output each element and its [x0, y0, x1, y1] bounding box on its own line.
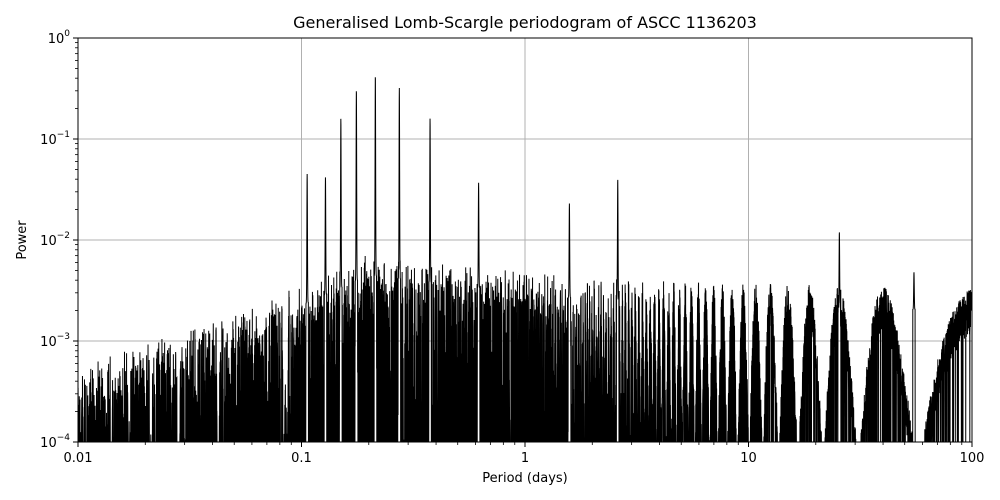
y-tick-label: 10−1 — [40, 130, 70, 148]
y-tick-base: 10 — [40, 133, 57, 148]
y-tick-exponent: −2 — [57, 231, 70, 241]
y-tick-label: 100 — [48, 29, 71, 47]
y-tick-label: 10−3 — [40, 332, 70, 350]
y-tick-base: 10 — [40, 234, 57, 249]
x-tick-label: 0.1 — [291, 451, 312, 466]
y-tick-exponent: −4 — [57, 433, 71, 443]
y-tick-base: 10 — [48, 32, 65, 47]
x-tick-labels: 0.01 0.1 1 10 100 — [64, 451, 985, 466]
y-tick-base: 10 — [40, 335, 57, 350]
chart-title: Generalised Lomb-Scargle periodogram of … — [293, 13, 757, 32]
y-tick-label: 10−4 — [40, 433, 70, 451]
x-tick-label: 100 — [960, 451, 985, 466]
x-tick-label: 0.01 — [64, 451, 93, 466]
y-tick-exponent: 0 — [64, 29, 70, 39]
x-axis-label: Period (days) — [482, 471, 568, 486]
y-tick-label: 10−2 — [40, 231, 70, 249]
x-tick-label: 1 — [521, 451, 529, 466]
x-tick-label: 10 — [740, 451, 757, 466]
periodogram-line — [78, 77, 972, 442]
y-tick-exponent: −3 — [57, 332, 70, 342]
axis-ticks — [73, 37, 973, 447]
periodogram-series — [78, 77, 972, 442]
y-tick-exponent: −1 — [57, 130, 70, 140]
y-tick-base: 10 — [40, 436, 57, 451]
y-axis-label: Power — [15, 220, 30, 260]
